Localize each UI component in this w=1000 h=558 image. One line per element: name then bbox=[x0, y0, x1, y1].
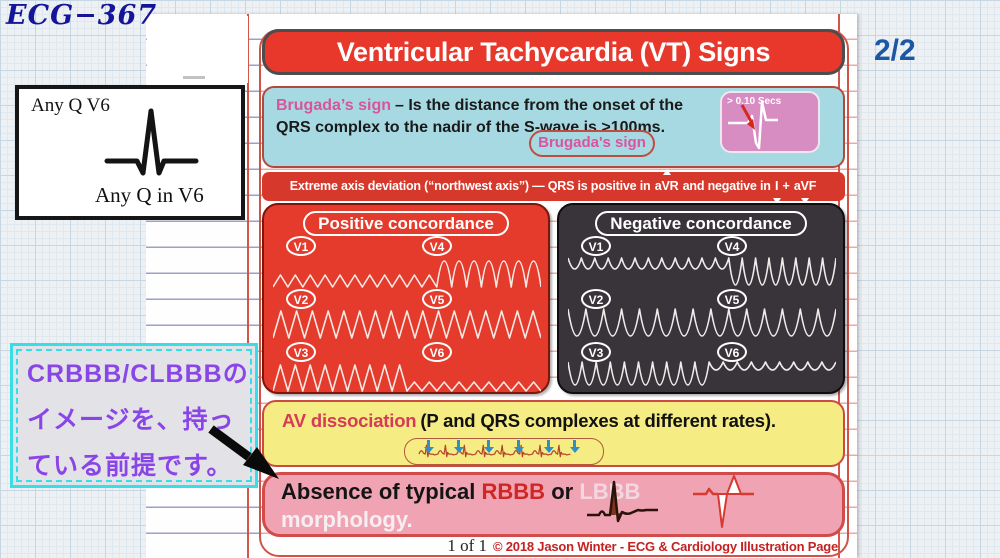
brugada-body: – Is the distance from the onset of the … bbox=[276, 97, 684, 137]
axis-lead-avr-label: aVR bbox=[654, 179, 679, 193]
lead-badge-v1: V1 bbox=[286, 236, 316, 256]
lead-badge-v3: V3 bbox=[286, 342, 316, 362]
av-body: (P and QRS complexes at different rates)… bbox=[420, 410, 776, 431]
axis-lead-avf-label: aVF bbox=[793, 179, 817, 193]
positive-panel-title: Positive concordance bbox=[303, 211, 509, 236]
lbbb-label: LBBB bbox=[579, 479, 641, 504]
poster-footer: 1 of 1 © 2018 Jason Winter - ECG & Cardio… bbox=[262, 536, 838, 556]
note-line: CRBBB/CLBBBの bbox=[27, 360, 249, 388]
down-arrow-icon bbox=[772, 198, 781, 204]
margin-line-left bbox=[247, 14, 249, 558]
note-line: イメージを、持っ bbox=[27, 406, 235, 434]
axis-lead-i-label: I bbox=[774, 179, 779, 193]
annotation-note-box: CRBBB/CLBBBの イメージを、持っ ている前提です。 bbox=[10, 343, 258, 488]
axis-lead-avf: aVF bbox=[793, 172, 817, 204]
rbbb-label: RBBB bbox=[481, 479, 546, 504]
negative-panel-title: Negative concordance bbox=[595, 211, 807, 236]
inset-top-label: Any Q V6 bbox=[31, 95, 110, 116]
down-arrow-icon bbox=[543, 440, 554, 453]
lead-badge-v5: V5 bbox=[422, 289, 452, 309]
lbbb-waveform-icon bbox=[693, 475, 754, 528]
page-indicator: 2/2 bbox=[874, 34, 916, 67]
positive-concordance-panel: Positive concordance V1 V4 V2 V5 V3 V6 bbox=[262, 203, 550, 394]
down-arrow-icon bbox=[483, 440, 494, 453]
av-ecg-waveform bbox=[418, 444, 571, 458]
brugada-waveform-icon bbox=[728, 100, 778, 150]
down-arrow-icon bbox=[569, 440, 580, 453]
lead-badge-v5: V5 bbox=[717, 289, 747, 309]
brugada-thumbnail: > 0.10 Secs bbox=[720, 91, 820, 153]
footer-page-label: 1 of 1 bbox=[447, 536, 487, 555]
negative-concordance-panel: Negative concordance V1 V4 V2 V5 V3 V6 bbox=[557, 203, 845, 394]
brugada-name: Brugada’s sign bbox=[276, 97, 391, 114]
absence-conj: or bbox=[545, 479, 580, 504]
lead-badge-v6: V6 bbox=[422, 342, 452, 362]
thumb-caption: > 0.10 Secs bbox=[727, 96, 782, 107]
v1-v4-waveform bbox=[273, 260, 541, 288]
down-arrow-icon bbox=[453, 440, 464, 453]
extreme-axis-strip: Extreme axis deviation (“northwest axis”… bbox=[262, 169, 845, 204]
lead-badge-v2: V2 bbox=[581, 289, 611, 309]
v3-v6-waveform bbox=[568, 361, 836, 386]
axis-lead-i: I bbox=[772, 172, 781, 204]
lead-badge-v3: V3 bbox=[581, 342, 611, 362]
slide-id: ECG−367 bbox=[6, 0, 158, 31]
down-arrow-icon bbox=[513, 440, 524, 453]
av-ecg-strip bbox=[404, 438, 604, 465]
av-name: AV dissociation bbox=[282, 410, 417, 431]
note-line: ている前提です。 bbox=[27, 452, 233, 480]
rbbb-waveform-icon bbox=[587, 480, 658, 523]
axis-mid: and negative in bbox=[679, 179, 774, 193]
any-q-v6-inset: Any Q V6 Any Q in V6 bbox=[15, 85, 245, 220]
absence-line1: Absence of typical RBBB or LBBB bbox=[281, 479, 640, 505]
av-text: AV dissociation (P and QRS complexes at d… bbox=[282, 410, 776, 432]
axis-lead-avr: aVR bbox=[654, 169, 680, 201]
lead-badge-v2: V2 bbox=[286, 289, 316, 309]
blank-patch bbox=[147, 16, 248, 83]
poster-title: Ventricular Tachycardia (VT) Signs bbox=[262, 29, 845, 75]
inset-bottom-label: Any Q in V6 bbox=[95, 183, 204, 207]
absence-line2: morphology. bbox=[281, 507, 413, 532]
footer-credit: © 2018 Jason Winter - ECG & Cardiology I… bbox=[492, 539, 838, 554]
patch-mark bbox=[183, 76, 205, 79]
av-dissociation-box: AV dissociation (P and QRS complexes at d… bbox=[262, 400, 845, 467]
v2-v5-waveform bbox=[273, 310, 541, 339]
annotation-arrow-icon bbox=[208, 425, 279, 479]
absence-prefix: Absence of typical bbox=[281, 479, 482, 504]
up-arrow-icon bbox=[662, 169, 671, 175]
axis-plus: + bbox=[779, 179, 793, 193]
brugada-text: Brugada’s sign – Is the distance from the… bbox=[276, 95, 720, 140]
absence-rbbb-lbbb-box: Absence of typical RBBB or LBBB morpholo… bbox=[262, 472, 845, 537]
qrs-waveform-icon bbox=[104, 108, 199, 176]
lead-badge-v4: V4 bbox=[717, 236, 747, 256]
lead-badge-v1: V1 bbox=[581, 236, 611, 256]
brugada-pill-label: Brugada's sign bbox=[529, 130, 655, 157]
brugada-sign-box: Brugada’s sign – Is the distance from the… bbox=[262, 86, 845, 168]
lead-badge-v4: V4 bbox=[422, 236, 452, 256]
v3-v6-waveform bbox=[273, 364, 541, 392]
down-arrow-icon bbox=[423, 440, 434, 453]
v1-v4-waveform bbox=[568, 257, 836, 286]
lead-badge-v6: V6 bbox=[717, 342, 747, 362]
v2-v5-waveform bbox=[568, 308, 836, 337]
axis-prefix: Extreme axis deviation (“northwest axis”… bbox=[289, 179, 654, 193]
down-arrow-icon bbox=[801, 198, 810, 204]
